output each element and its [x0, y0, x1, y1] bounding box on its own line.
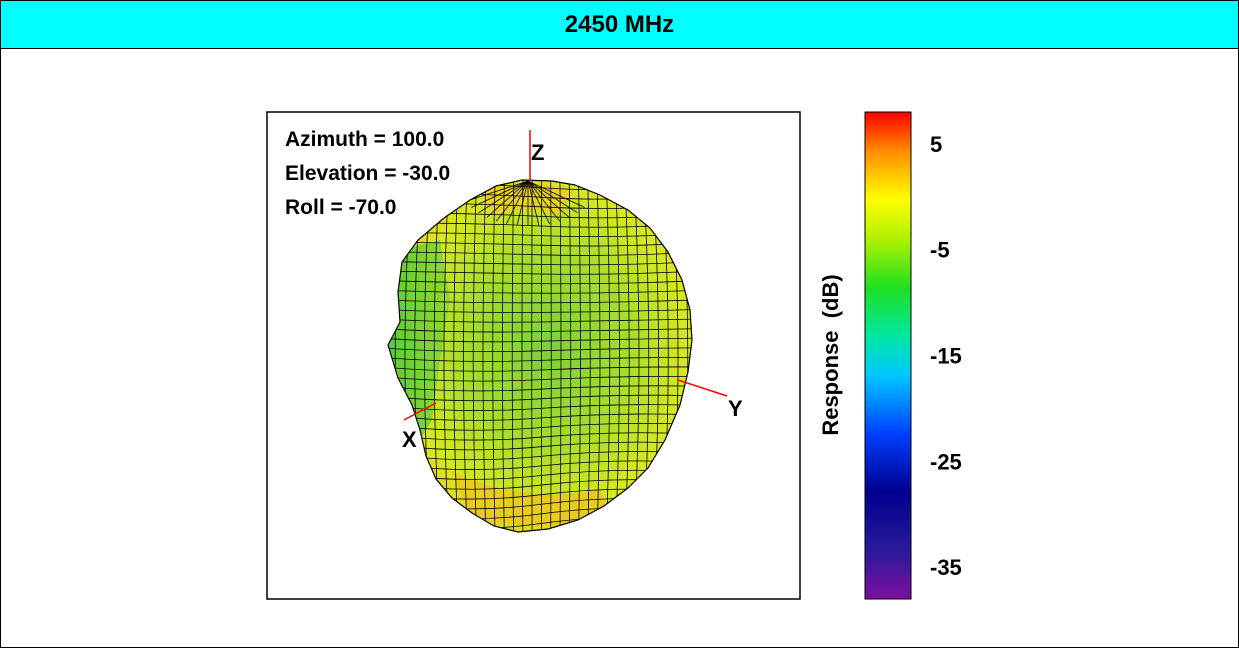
mesh-meridian: [502, 180, 505, 532]
mesh-meridian: [521, 180, 524, 532]
mesh-meridian: [482, 180, 487, 532]
mesh-parallel: [388, 232, 692, 238]
mesh-parallel: [388, 280, 692, 285]
mesh-parallel: [388, 270, 692, 275]
mesh-parallel: [388, 366, 692, 372]
roll-label: Roll = -70.0: [285, 196, 396, 219]
mesh-parallel: [388, 441, 692, 451]
colorbar-tick-label: -35: [930, 555, 962, 580]
colorbar-tick-label: -5: [930, 238, 950, 263]
mesh-parallel: [388, 385, 692, 392]
mesh-parallel: [388, 299, 692, 304]
mesh-parallel: [388, 404, 692, 411]
mesh-pole-line: [527, 180, 561, 222]
mesh-parallel: [388, 337, 692, 343]
mesh-parallel: [388, 241, 692, 247]
mesh-meridian: [568, 180, 572, 532]
colorbar-label: Response (dB): [818, 274, 843, 435]
colorbar-tick-label: -15: [930, 344, 962, 369]
colorbar-tick-label: -25: [930, 449, 962, 474]
mesh-pole-line: [465, 180, 529, 202]
surface-body: [388, 180, 692, 532]
elevation-label: Elevation = -30.0: [285, 162, 450, 185]
mesh-parallel: [388, 413, 692, 421]
colorbar-ticks: 5 -5 -15 -25 -35: [930, 132, 962, 580]
mesh-parallel: [388, 261, 692, 266]
mesh-parallel: [388, 451, 692, 461]
mesh-meridian: [587, 180, 591, 532]
mesh-meridian: [511, 180, 515, 532]
colorbar-tick-label: 5: [930, 132, 942, 157]
mesh-meridian: [577, 180, 581, 532]
mesh-parallel: [388, 318, 692, 323]
title-bar: 2450 MHz: [1, 1, 1238, 49]
mesh-parallel: [388, 309, 692, 313]
mesh-parallel: [388, 394, 692, 402]
mesh-pole-line: [506, 180, 529, 224]
y-axis-label: Y: [728, 396, 743, 421]
mesh-pole-line: [527, 180, 570, 218]
mesh-meridian: [463, 180, 469, 532]
mesh-pole-line: [516, 180, 529, 226]
colorbar: [864, 111, 912, 600]
mesh-pole-line: [527, 180, 550, 224]
mesh-parallel: [388, 347, 692, 353]
mesh-pole-line: [471, 180, 529, 208]
mesh-parallel: [388, 289, 692, 294]
surface-outline: [387, 179, 693, 533]
mesh-pole-line: [527, 180, 540, 226]
mesh-parallel: [388, 328, 692, 333]
mesh-meridian: [472, 180, 478, 532]
mesh-parallel: [388, 375, 692, 382]
chart-title: 2450 MHz: [564, 11, 675, 38]
x-axis-line: [403, 402, 437, 421]
mesh-parallel: [388, 356, 692, 362]
mesh-meridian: [596, 180, 601, 532]
surface-bulge-bottom: [450, 470, 610, 526]
mesh-pole-line: [527, 180, 578, 214]
mesh-pole-line: [478, 180, 529, 214]
mesh-meridian: [453, 180, 459, 532]
mesh-parallel: [388, 422, 692, 431]
mesh-pole-line: [486, 180, 529, 218]
mesh-meridian: [550, 180, 552, 532]
azimuth-label: Azimuth = 100.0: [285, 128, 444, 151]
mesh-pole-line: [495, 180, 529, 222]
mesh-meridian: [492, 180, 496, 532]
mesh-pole-line: [527, 180, 585, 208]
y-axis-line: [677, 379, 728, 397]
mesh-meridian: [559, 180, 562, 532]
z-axis-label: Z: [531, 140, 544, 165]
mesh-meridian: [605, 180, 611, 532]
mesh-parallel: [388, 432, 692, 441]
mesh-parallel: [388, 251, 692, 256]
x-axis-label: X: [402, 427, 417, 452]
mesh-meridian: [614, 180, 620, 532]
